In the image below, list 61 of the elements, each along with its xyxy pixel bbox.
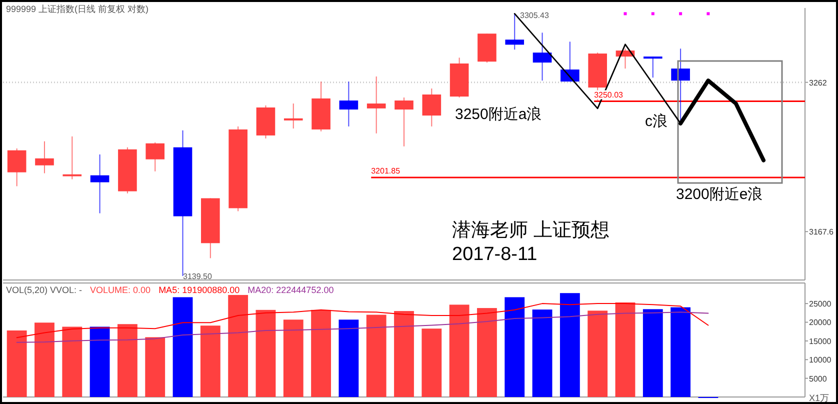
bar xyxy=(172,297,193,397)
bar xyxy=(532,310,552,397)
bar xyxy=(311,310,331,397)
bar xyxy=(90,326,110,397)
candlestick xyxy=(366,76,386,134)
y-tick-label: 5000 xyxy=(809,374,828,384)
bar xyxy=(477,308,497,397)
bar xyxy=(394,311,414,397)
bar xyxy=(34,322,54,397)
candlestick xyxy=(90,154,110,214)
y-tick-label: 20000 xyxy=(809,318,832,328)
annotation: 3305.43 xyxy=(520,11,550,20)
bar xyxy=(422,328,442,397)
chart-title: 999999 上证指数(日线 前复权 对数) xyxy=(6,4,149,14)
annotation: 潜海老师 上证预想 xyxy=(452,220,610,241)
y-tick-label: 3167.6 xyxy=(809,228,834,237)
ref-line-label: 3201.85 xyxy=(371,166,401,176)
bar xyxy=(283,320,304,397)
y-tick-label: 10000 xyxy=(809,356,832,365)
bar xyxy=(228,294,248,397)
candlestick xyxy=(394,97,414,147)
bar xyxy=(670,307,691,397)
candlestick xyxy=(146,142,165,172)
line-series xyxy=(16,312,709,343)
bar xyxy=(117,324,138,397)
text: MA5: 191900880.00 xyxy=(158,285,240,295)
annotation: c浪 xyxy=(645,113,668,130)
candlestick xyxy=(62,136,82,180)
bar xyxy=(588,310,608,397)
text: VOLUME: 0.00 xyxy=(90,285,151,295)
text: MA20: 222444752.00 xyxy=(248,285,334,295)
candlestick xyxy=(339,81,358,127)
bar xyxy=(338,320,359,397)
candlestick xyxy=(643,56,662,78)
bar xyxy=(504,297,525,397)
candlestick xyxy=(284,103,303,129)
y-tick-label: 15000 xyxy=(809,336,832,346)
bar xyxy=(62,326,82,397)
y-tick-label: 3262 xyxy=(809,78,828,88)
ref-line-label: 3250.03 xyxy=(594,90,624,100)
bar xyxy=(6,330,27,397)
bar xyxy=(615,302,636,397)
bar xyxy=(256,310,276,397)
candlestick xyxy=(532,32,552,82)
annotation: 3200附近e浪 xyxy=(676,186,763,203)
bar xyxy=(366,314,386,397)
bar xyxy=(560,293,580,397)
candlestick xyxy=(422,88,442,127)
bar xyxy=(145,337,166,397)
bar xyxy=(449,304,470,397)
annotation: 3139.50 xyxy=(183,272,212,281)
chart-title: VOL(5,20) VVOL: - xyxy=(6,285,82,295)
bar xyxy=(200,326,220,397)
y-tick-label: 25000 xyxy=(809,300,832,309)
annotation: 3250附近a浪 xyxy=(455,106,542,123)
candlestick xyxy=(7,148,26,187)
line-series xyxy=(16,303,709,338)
bar xyxy=(642,309,663,397)
candlestick xyxy=(35,140,54,174)
annotation: 2017-8-11 xyxy=(452,244,538,265)
y-axis-title: X1万 xyxy=(809,393,830,403)
